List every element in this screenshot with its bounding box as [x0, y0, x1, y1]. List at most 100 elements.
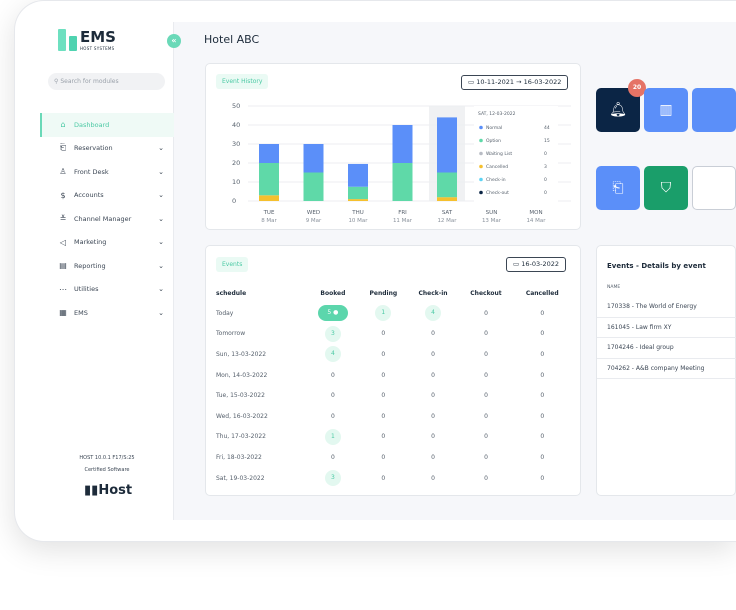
sidebar-item-dashboard[interactable]: ⌂ Dashboard — [40, 113, 174, 137]
x-tick-sublabel: 9 Mar — [306, 218, 322, 224]
bar-normal[interactable] — [348, 163, 368, 187]
count-badge[interactable]: 1 — [375, 305, 392, 322]
table-cell: 0 — [431, 474, 435, 482]
table-cell: Wed, 16-03-2022 — [216, 412, 268, 420]
count-badge[interactable]: 3 — [324, 325, 341, 342]
event-detail-row[interactable]: 161045 - Law firm XY — [597, 318, 736, 339]
table-cell: 0 — [381, 392, 386, 400]
chevron-down-icon: ⌄ — [158, 214, 164, 223]
table-cell: 0 — [431, 350, 435, 358]
bookmark-x-tile[interactable]: ⎗ — [596, 166, 640, 210]
tooltip-value: 0 — [544, 190, 547, 196]
bell-tile[interactable]: 🔔︎ — [596, 88, 640, 132]
table-row: Fri, 18-03-2022 0 0 0 0 0 — [216, 447, 571, 468]
count-badge[interactable]: 4 — [425, 305, 442, 322]
x-tick-label: MON — [529, 210, 542, 216]
home-icon: ⌂ — [60, 120, 66, 130]
sidebar-item-reporting[interactable]: ▤ Reporting ⌄ — [40, 254, 174, 278]
table-cell: 0 — [381, 412, 386, 420]
event-detail-row[interactable]: 170338 - The World of Energy — [597, 297, 736, 318]
chart-check-tile[interactable]: ▥ — [644, 88, 688, 132]
count-badge[interactable]: 5 ● — [317, 305, 348, 322]
bar-option[interactable] — [348, 186, 368, 200]
events-date-picker[interactable]: ▭ 16-03-2022 — [506, 257, 566, 272]
chevron-down-icon: ⌄ — [158, 308, 164, 317]
tooltip-title: SAT, 12-03-2022 — [478, 111, 516, 117]
table-cell: 0 — [381, 474, 386, 482]
legend-dot — [479, 151, 483, 156]
bar-cancelled[interactable] — [348, 199, 368, 201]
tile[interactable] — [692, 166, 736, 210]
bar-option[interactable] — [259, 163, 279, 196]
table-cell: 0 — [540, 371, 545, 379]
events-label: Events — [216, 257, 249, 272]
table-cell: 0 — [484, 392, 488, 400]
tile[interactable] — [692, 88, 736, 132]
sidebar-item-reservation[interactable]: ⎗ Reservation ⌄ — [40, 137, 174, 161]
table-row: Sun, 13-03-2022 4 0 0 0 0 — [216, 344, 571, 365]
table-cell: 0 — [484, 330, 488, 338]
table-cell: 0 — [381, 350, 386, 358]
chevron-down-icon: ⌄ — [158, 167, 164, 176]
collapse-sidebar-button[interactable]: « — [167, 34, 181, 48]
y-tick-label: 30 — [232, 140, 240, 148]
chevron-down-icon: ⌄ — [158, 261, 164, 270]
sidebar-item-ems[interactable]: ▦ EMS ⌄ — [40, 301, 174, 325]
table-row: Sat, 19-03-2022 3 0 0 0 0 — [216, 468, 571, 489]
shield-check-tile[interactable]: ⛉ — [644, 166, 688, 210]
table-row: Thu, 17-03-2022 1 0 0 0 0 — [216, 427, 571, 448]
x-tick-sublabel: 11 Mar — [393, 218, 413, 224]
event-detail-row[interactable]: 1704246 - Ideal group — [597, 338, 736, 359]
sidebar-item-channel-manager[interactable]: ≚ Channel Manager ⌄ — [40, 207, 174, 231]
legend-dot — [479, 138, 483, 143]
bar-normal[interactable] — [303, 144, 324, 173]
table-cell: 0 — [484, 474, 488, 482]
table-cell: Mon, 14-03-2022 — [216, 371, 268, 379]
table-cell: 0 — [431, 330, 435, 338]
count-badge[interactable]: 4 — [324, 346, 341, 363]
chevron-down-icon: ⌄ — [158, 191, 164, 200]
date-range-picker[interactable]: ▭ 10-11-2021 → 16-03-2022 — [461, 75, 569, 90]
table-row: Today 5 ● 1 4 0 0 — [216, 303, 571, 324]
bar-normal[interactable] — [392, 125, 413, 163]
x-tick-sublabel: 12 Mar — [437, 218, 457, 224]
x-tick-label: FRI — [398, 210, 407, 216]
table-cell: Fri, 18-03-2022 — [216, 453, 262, 461]
table-cell: 0 — [540, 330, 545, 338]
bar-cancelled[interactable] — [437, 197, 457, 201]
table-cell: Thu, 17-03-2022 — [216, 433, 266, 441]
sidebar-item-marketing[interactable]: ◁ Marketing ⌄ — [40, 231, 174, 255]
sidebar-item-accounts[interactable]: $ Accounts ⌄ — [40, 184, 174, 208]
table-cell: Sun, 13-03-2022 — [216, 350, 267, 358]
chart-check-icon: ▥ — [659, 102, 673, 118]
sidebar-item-utilities[interactable]: ⋯ Utilities ⌄ — [59, 284, 164, 294]
tooltip-value: 3 — [544, 164, 547, 170]
tooltip-series: Normal — [486, 125, 502, 131]
y-tick-label: 20 — [232, 159, 240, 167]
table-cell: 0 — [431, 453, 435, 461]
sidebar-item-front-desk[interactable]: ♙ Front Desk ⌄ — [40, 160, 174, 184]
bar-option[interactable] — [392, 163, 413, 201]
grid-icon: ▦ — [59, 308, 67, 318]
bar-option[interactable] — [437, 172, 457, 198]
x-tick-label: THU — [351, 210, 364, 216]
bar-normal[interactable] — [437, 117, 457, 173]
bookmark-icon: ⎗ — [59, 143, 67, 153]
tooltip-value: 44 — [544, 125, 550, 131]
bar-cancelled[interactable] — [259, 195, 279, 201]
report-icon: ▤ — [59, 261, 67, 271]
notification-badge: 20 — [628, 79, 646, 97]
table-cell: Sat, 19-03-2022 — [216, 474, 265, 482]
events-table: schedule Booked Pending Check-in Checkout Can… — [216, 283, 571, 488]
tooltip-value: 0 — [544, 151, 547, 157]
event-detail-row[interactable]: 704262 - A&B company Meeting — [597, 359, 736, 380]
event-details-card: Events - Details by event NAME 170338 - … — [596, 245, 736, 496]
legend-dot — [479, 177, 483, 182]
megaphone-icon: ◁ — [59, 237, 67, 247]
bar-normal[interactable] — [259, 144, 279, 163]
table-cell: 0 — [431, 371, 435, 379]
count-badge[interactable]: 3 — [324, 470, 341, 487]
count-badge[interactable]: 1 — [324, 428, 341, 445]
module-search-input[interactable]: ⚲ Search for modules — [48, 73, 165, 90]
bar-option[interactable] — [303, 172, 324, 202]
